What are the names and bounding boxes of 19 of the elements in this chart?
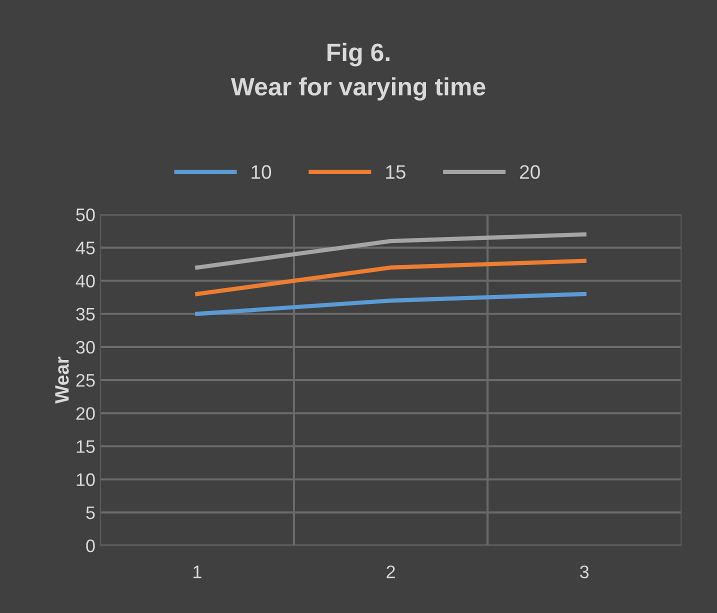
y-tick-label: 25 — [76, 374, 95, 387]
y-tick-label: 10 — [76, 473, 95, 486]
y-tick-label: 45 — [76, 242, 95, 254]
y-tick-label: 0 — [86, 540, 95, 552]
y-tick-label: 35 — [76, 308, 95, 321]
y-axis-title: Wear — [55, 356, 69, 404]
y-tick-label: 40 — [76, 274, 95, 288]
y-tick-label: 30 — [76, 340, 95, 354]
legend-label: 10 — [252, 165, 272, 179]
y-tick-label: 15 — [76, 440, 95, 453]
x-tick-label: 2 — [386, 565, 395, 578]
x-tick-label: 3 — [580, 565, 589, 578]
x-tick-label: 1 — [194, 566, 202, 578]
legend-label: 15 — [386, 165, 406, 179]
legend-label: 20 — [520, 165, 540, 179]
y-tick-label: 20 — [76, 407, 95, 420]
y-tick-label: 5 — [86, 506, 95, 520]
y-tick-label: 50 — [76, 208, 95, 222]
chart-title: Fig 6. Wear for varying time — [230, 42, 486, 101]
